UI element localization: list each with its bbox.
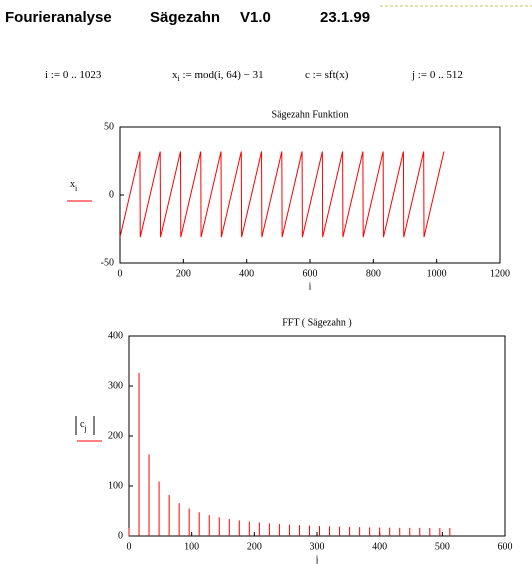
x-tick-label: 400	[239, 268, 254, 279]
formula-text: := mod(i, 64) − 31	[180, 69, 264, 81]
y-tick-label: 0	[118, 530, 123, 541]
y-tick-label: 0	[109, 189, 114, 200]
y-tick-label: 300	[108, 380, 123, 391]
x-tick-label: 200	[176, 268, 191, 279]
y-label-subscript: i	[75, 184, 78, 193]
x-tick-label: 300	[310, 541, 325, 552]
y-axis-label: cj	[80, 419, 87, 433]
header-text: V1.0	[240, 9, 271, 26]
y-label-subscript: j	[83, 424, 86, 433]
header-text: Fourieranalyse	[5, 9, 112, 26]
formula: j := 0 .. 512	[411, 69, 463, 81]
chart-title: Sägezahn Funktion	[272, 109, 349, 120]
plot-frame	[119, 126, 501, 264]
x-tick-label: 400	[372, 541, 387, 552]
chart-title: FFT ( Sägezahn )	[282, 317, 352, 328]
plot-frame	[128, 335, 506, 537]
formula-subscript: i	[178, 74, 181, 83]
x-tick-label: 500	[435, 541, 450, 552]
y-label-text: x	[70, 179, 75, 190]
header-text: 23.1.99	[320, 9, 370, 26]
x-tick-label: 1200	[490, 268, 510, 279]
y-axis-label: xi	[70, 179, 78, 193]
x-tick-label: 0	[127, 541, 132, 552]
formula-text: x	[172, 69, 178, 81]
x-tick-label: 600	[303, 268, 318, 279]
x-tick-label: 600	[498, 541, 513, 552]
formula-text: i := 0 .. 1023	[45, 69, 102, 81]
formula: c := sft(x)	[305, 69, 349, 81]
formula: xi := mod(i, 64) − 31	[172, 69, 264, 83]
x-axis-label: j	[315, 554, 319, 564]
formula-text: c := sft(x)	[305, 69, 349, 81]
data-line	[119, 151, 445, 238]
y-tick-label: 100	[108, 480, 123, 491]
y-tick-label: -50	[101, 257, 114, 268]
x-tick-label: 100	[184, 541, 199, 552]
x-tick-label: 200	[247, 541, 262, 552]
formula-text: j := 0 .. 512	[411, 69, 463, 81]
x-tick-label: 800	[366, 268, 381, 279]
x-axis-label: i	[309, 281, 312, 292]
y-tick-label: 200	[108, 430, 123, 441]
x-tick-label: 1000	[427, 268, 447, 279]
header-text: Sägezahn	[150, 9, 220, 26]
y-tick-label: 50	[104, 121, 114, 132]
formula: i := 0 .. 1023	[45, 69, 102, 81]
x-tick-label: 0	[118, 268, 123, 279]
y-label-text: c	[80, 419, 85, 430]
y-tick-label: 400	[108, 330, 123, 341]
